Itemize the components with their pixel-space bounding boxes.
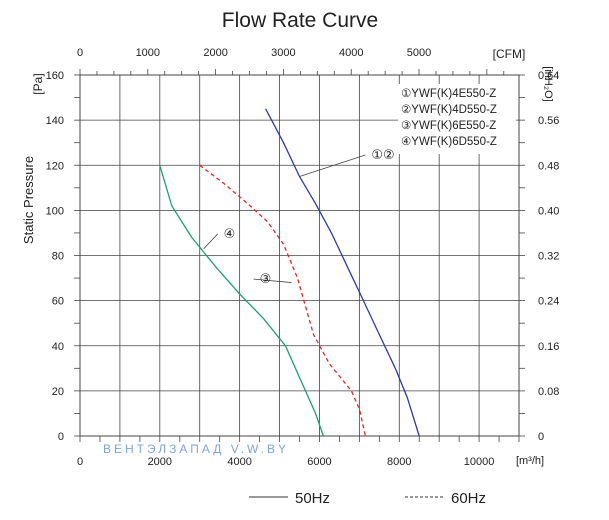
y2-tick-label: 0.56 xyxy=(538,115,559,127)
curve-label-leader xyxy=(299,154,366,177)
x-tick-label: 6000 xyxy=(307,456,331,468)
y2-tick-label: 0 xyxy=(538,431,544,443)
x2-tick-label: 4000 xyxy=(339,47,363,59)
curve-label-leader xyxy=(253,278,292,283)
y-tick-label: 60 xyxy=(52,296,64,308)
legend-box: ①YWF(K)4E550-Z ②YWF(K)4D550-Z ③YWF(K)6E5… xyxy=(398,84,516,154)
axes: 0 0 20 0.08 40 0.16 60 0.24 80 0.32 100 0.40 120 0.48… xyxy=(21,47,559,468)
series-layer xyxy=(159,108,420,437)
y2-tick-label: 0.48 xyxy=(538,160,559,172)
legend-50hz-label: 50Hz xyxy=(295,490,330,507)
y2-tick-label: 0.16 xyxy=(538,341,559,353)
x2-unit-label: [CFM] xyxy=(493,47,526,61)
x-tick-label: 0 xyxy=(77,456,83,468)
y-tick-label: 20 xyxy=(52,386,64,398)
x2-tick-label: 0 xyxy=(77,47,83,59)
y2-tick-label: 0.08 xyxy=(538,386,559,398)
y-tick-label: 140 xyxy=(46,115,64,127)
x-tick-label: 2000 xyxy=(148,456,172,468)
legend-60hz-label: 60Hz xyxy=(451,490,486,507)
y-tick-label: 40 xyxy=(52,341,64,353)
x2-tick-label: 2000 xyxy=(203,47,227,59)
legend-item-4: ④YWF(K)6D550-Z xyxy=(401,136,497,148)
series-line-1 xyxy=(265,108,420,437)
x-tick-label: 8000 xyxy=(387,456,411,468)
watermark-text: ВЕНТЭЛЗАПАД V.W.BY xyxy=(103,442,289,456)
series-line-3 xyxy=(159,165,325,437)
chart-title: Flow Rate Curve xyxy=(222,9,378,32)
x-tick-label: 4000 xyxy=(227,456,251,468)
y-tick-label: 120 xyxy=(46,160,64,172)
x2-tick-label: 1000 xyxy=(136,47,160,59)
x2-tick-label: 3000 xyxy=(271,47,295,59)
series-line-2 xyxy=(199,164,367,437)
x-unit-label: [m³/h] xyxy=(516,455,544,467)
y-tick-label: 80 xyxy=(52,251,64,263)
y-axis-title: Static Pressure xyxy=(21,156,36,244)
y2-unit-label: [inH₂O] xyxy=(542,66,554,101)
curve-label-2: ④ xyxy=(224,226,236,241)
frequency-legend: 50Hz 60Hz xyxy=(249,490,486,507)
legend-item-1: ①YWF(K)4E550-Z xyxy=(401,88,496,100)
y2-tick-label: 0.24 xyxy=(538,296,559,308)
legend-item-2: ②YWF(K)4D550-Z xyxy=(401,104,497,116)
annotations: ①② ④ ③ xyxy=(203,147,395,286)
y-tick-label: 0 xyxy=(58,431,64,443)
y2-tick-label: 0.64 xyxy=(538,70,559,82)
y-tick-label: 160 xyxy=(46,70,64,82)
curve-label-1: ①② xyxy=(371,147,394,162)
y2-tick-label: 0.32 xyxy=(538,251,559,263)
curve-label-leader xyxy=(203,233,218,250)
y-tick-label: 100 xyxy=(46,205,64,217)
y2-tick-label: 0.40 xyxy=(538,205,559,217)
y-unit-label: [Pa] xyxy=(31,73,45,94)
x-tick-label: 10000 xyxy=(464,456,495,468)
x2-tick-label: 5000 xyxy=(407,47,431,59)
curve-label-3: ③ xyxy=(260,271,272,286)
legend-item-3: ③YWF(K)6E550-Z xyxy=(401,120,496,132)
